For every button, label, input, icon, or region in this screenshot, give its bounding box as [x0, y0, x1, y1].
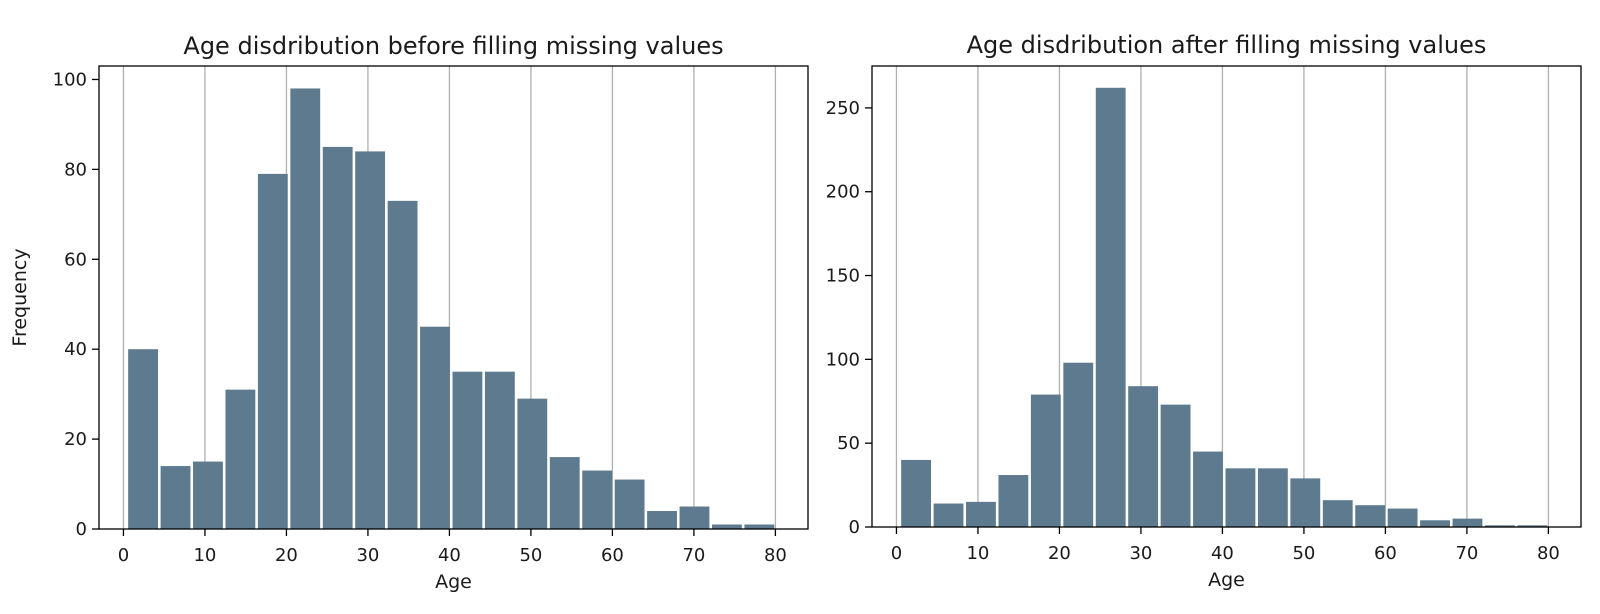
- chart-before-filling: 0 10 20 30 40 50 60 70 80 0 20 40 60 80 100 Age disdrib…: [9, 32, 809, 593]
- chart-title: Age disdribution after filling missing v…: [967, 31, 1487, 59]
- histogram-bar: [549, 457, 580, 529]
- x-tick-label: 50: [1292, 543, 1315, 564]
- histogram-bar: [1095, 87, 1126, 527]
- x-tick-label: 0: [118, 545, 129, 566]
- histogram-bar: [420, 326, 450, 529]
- histogram-bar: [1063, 362, 1094, 527]
- x-tick-label: 70: [1455, 543, 1478, 564]
- histogram-bar: [128, 349, 159, 529]
- histogram-bar: [679, 506, 710, 529]
- y-tick-label: 0: [76, 519, 87, 540]
- y-tick-label: 100: [53, 69, 87, 90]
- histogram-bar: [614, 479, 645, 529]
- histogram-bar: [966, 501, 996, 527]
- x-tick-label: 30: [1129, 543, 1152, 564]
- histogram-bar: [160, 466, 191, 529]
- histogram-bar: [901, 459, 932, 527]
- histogram-bar: [225, 389, 256, 529]
- plot-frame: [98, 65, 809, 530]
- x-tick-label: 60: [601, 545, 624, 566]
- plot-frame: [871, 65, 1582, 528]
- histogram-bar: [452, 371, 483, 529]
- x-tick-label: 70: [682, 545, 705, 566]
- y-tick-label: 60: [64, 249, 87, 270]
- histogram-bar: [647, 511, 677, 529]
- x-tick-label: 60: [1374, 543, 1397, 564]
- histogram-bar: [1160, 404, 1191, 527]
- x-axis-label: Age: [435, 571, 472, 593]
- chart-title: Age disdribution before filling missing …: [183, 32, 723, 60]
- y-tick-label: 200: [826, 182, 860, 203]
- histogram-bar: [1193, 451, 1223, 527]
- histogram-bar: [322, 146, 353, 529]
- x-tick-label: 80: [764, 545, 787, 566]
- histogram-bar: [582, 470, 613, 529]
- histogram-bar: [1355, 505, 1386, 527]
- histogram-bar: [387, 200, 418, 529]
- y-tick-label: 150: [826, 266, 860, 287]
- histogram-bar: [933, 503, 964, 527]
- histogram-bar: [1322, 500, 1353, 527]
- histogram-bar: [1128, 386, 1159, 527]
- histogram-bar: [1290, 478, 1321, 527]
- histogram-bar: [1420, 520, 1450, 527]
- x-tick-label: 10: [193, 545, 216, 566]
- x-tick-label: 20: [275, 545, 298, 566]
- histogram-bar: [998, 475, 1029, 527]
- x-tick-label: 80: [1537, 543, 1560, 564]
- histogram-bar: [193, 461, 223, 529]
- histogram-bar: [517, 398, 548, 529]
- y-tick-label: 50: [837, 433, 860, 454]
- x-tick-label: 30: [356, 545, 379, 566]
- y-tick-label: 100: [826, 349, 860, 370]
- x-tick-label: 0: [891, 543, 902, 564]
- x-tick-label: 50: [519, 545, 542, 566]
- x-tick-label: 10: [966, 543, 989, 564]
- histogram-bar: [1387, 508, 1418, 527]
- histogram-bar: [1452, 518, 1483, 527]
- histogram-bar: [355, 151, 386, 529]
- y-tick-label: 250: [826, 98, 860, 119]
- y-tick-label: 0: [849, 517, 860, 538]
- histogram-bar: [1225, 468, 1256, 527]
- histogram-bar: [744, 524, 775, 529]
- histogram-bar: [711, 524, 742, 529]
- x-tick-label: 40: [438, 545, 461, 566]
- histogram-bar: [257, 173, 288, 530]
- x-tick-label: 20: [1048, 543, 1071, 564]
- x-tick-label: 40: [1211, 543, 1234, 564]
- chart-after-filling: 0 10 20 30 40 50 60 70 80 0 50 100 150 200 250 Age disd…: [826, 31, 1582, 591]
- histogram-bar: [1257, 468, 1288, 527]
- y-axis-label: Frequency: [9, 248, 31, 346]
- y-tick-label: 40: [64, 339, 87, 360]
- histogram-bar: [1484, 525, 1515, 527]
- y-tick-label: 20: [64, 429, 87, 450]
- x-axis-label: Age: [1208, 569, 1245, 591]
- histogram-bar: [1030, 394, 1061, 527]
- histogram-bar: [484, 371, 515, 529]
- histogram-bar: [1517, 525, 1548, 527]
- histogram-bar: [290, 88, 321, 529]
- y-tick-label: 80: [64, 159, 87, 180]
